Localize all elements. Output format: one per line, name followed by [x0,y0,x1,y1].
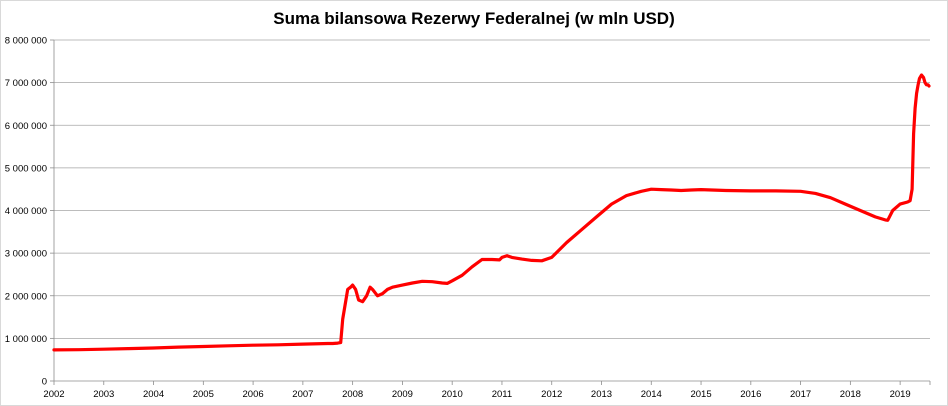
y-tick-label: 6 000 000 [5,121,47,132]
x-tick-label: 2017 [790,389,811,400]
y-tick-label: 8 000 000 [5,36,47,47]
series-group [52,73,931,352]
chart-title: Suma bilansowa Rezerwy Federalnej (w mln… [273,9,675,28]
x-tick-label: 2002 [43,389,64,400]
series-line [52,73,931,352]
x-tick-label: 2006 [243,389,264,400]
x-tick-label: 2018 [840,389,861,400]
x-tick-label: 2010 [442,389,463,400]
x-tick-label: 2015 [690,389,711,400]
x-tick-label: 2013 [591,389,612,400]
x-tick-label: 2014 [641,389,662,400]
x-tick-label: 2004 [143,389,164,400]
y-tick-label: 3 000 000 [5,249,47,260]
x-tick-label: 2008 [342,389,363,400]
axes [50,39,931,385]
x-tick-label: 2003 [93,389,114,400]
y-tick-label: 7 000 000 [5,78,47,89]
x-tick-label: 2011 [492,389,512,400]
x-tick-label: 2005 [193,389,214,400]
y-tick-label: 5 000 000 [5,163,47,174]
y-tick-label: 0 [42,377,47,388]
x-tick-label: 2009 [392,389,413,400]
x-tick-label: 2019 [890,389,911,400]
x-tick-label: 2012 [541,389,562,400]
x-tick-labels: 2002 2003 2004 2005 2006 2007 2008 2009 2010 2011… [43,389,910,400]
y-tick-labels: 0 1 000 000 2 000 000 3 000 000 4 000 000 5 0… [5,36,47,388]
y-tick-label: 4 000 000 [5,206,47,217]
y-tick-label: 1 000 000 [5,334,47,345]
x-tick-label: 2016 [740,389,761,400]
x-tick-label: 2007 [292,389,313,400]
y-tick-label: 2 000 000 [5,291,47,302]
gridlines [54,39,930,339]
